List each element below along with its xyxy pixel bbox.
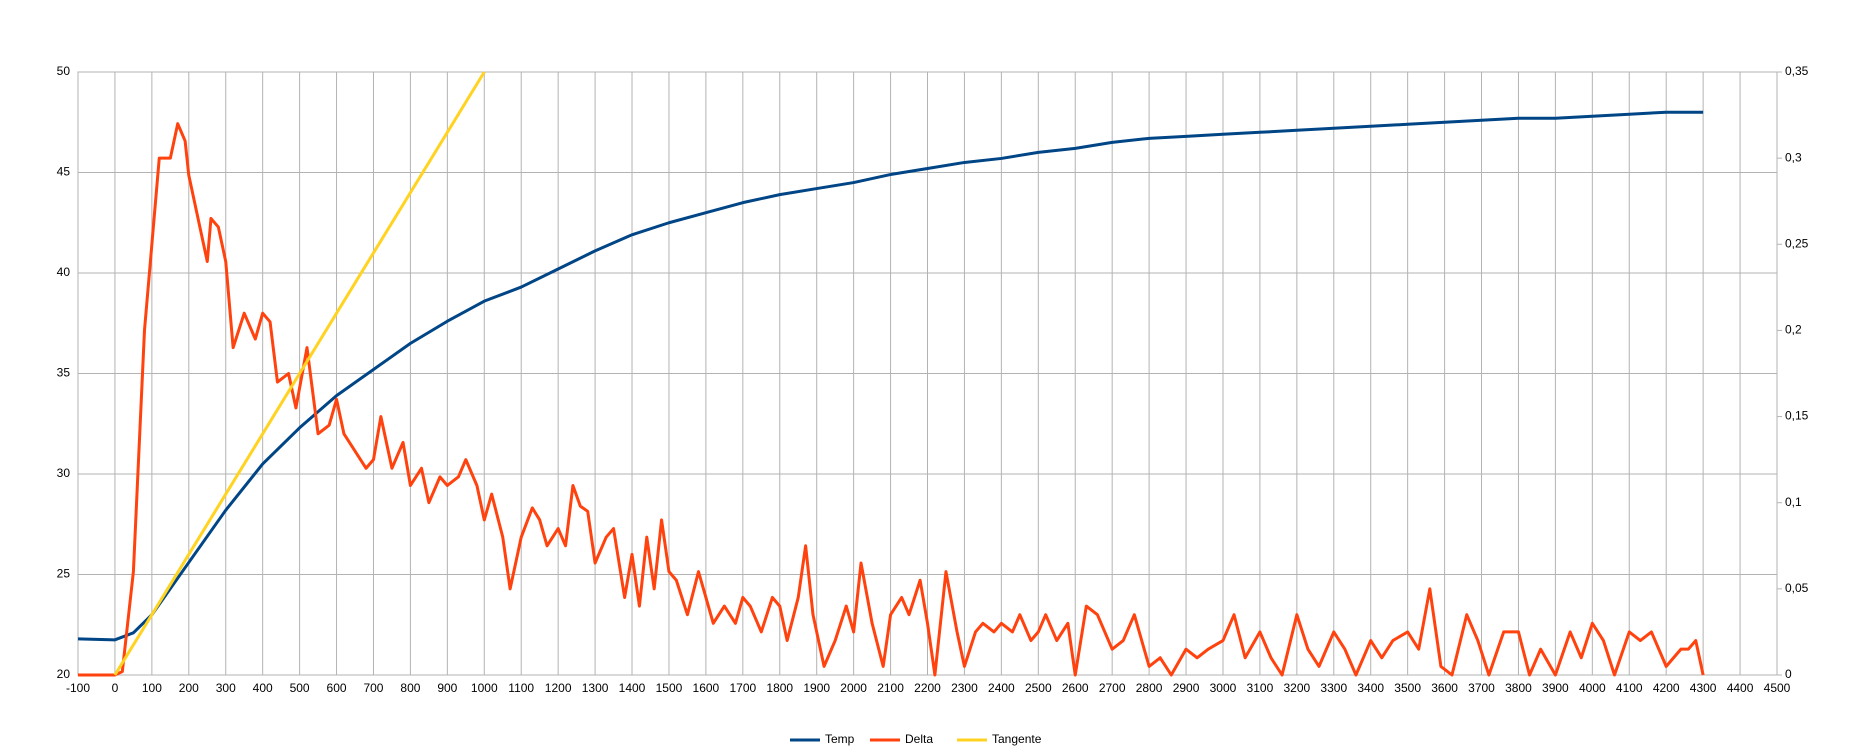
- y2-tick-label: 0,05: [1785, 581, 1809, 595]
- x-tick-label: 2700: [1099, 681, 1126, 695]
- x-tick-label: 1100: [508, 681, 534, 695]
- plot-frame: [77, 71, 1778, 676]
- y2-tick-label: 0,25: [1785, 236, 1809, 250]
- x-tick-label: 3100: [1247, 681, 1274, 695]
- x-tick-label: 200: [179, 681, 199, 695]
- x-tick-label: 4300: [1690, 681, 1717, 695]
- y2-tick-label: 0: [1785, 667, 1792, 681]
- x-tick-label: 100: [142, 681, 162, 695]
- x-tick-label: 2000: [840, 681, 867, 695]
- x-tick-label: 1500: [656, 681, 683, 695]
- x-tick-label: 4000: [1579, 681, 1606, 695]
- y-tick-label: 40: [57, 265, 71, 279]
- legend-label: Delta: [905, 732, 933, 746]
- x-tick-label: 3600: [1431, 681, 1458, 695]
- x-tick-label: 600: [327, 681, 347, 695]
- x-tick-label: 4100: [1616, 681, 1643, 695]
- series-line: [113, 71, 486, 676]
- series-line: [78, 122, 1705, 677]
- y-tick-label: 35: [57, 366, 71, 380]
- x-tick-label: 1000: [471, 681, 498, 695]
- x-tick-label: 1700: [729, 681, 756, 695]
- x-tick-label: 2600: [1062, 681, 1089, 695]
- x-tick-label: 2300: [951, 681, 978, 695]
- x-tick-label: 2100: [877, 681, 904, 695]
- y-tick-label: 50: [57, 64, 71, 78]
- y2-tick-label: 0,2: [1785, 323, 1802, 337]
- x-tick-label: 3200: [1283, 681, 1310, 695]
- x-tick-label: 400: [253, 681, 273, 695]
- y-tick-label: 25: [57, 567, 71, 581]
- x-tick-label: 3500: [1394, 681, 1421, 695]
- x-tick-label: 3900: [1542, 681, 1569, 695]
- legend-label: Temp: [825, 732, 855, 746]
- y2-tick-label: 0,35: [1785, 64, 1809, 78]
- x-tick-label: 3000: [1210, 681, 1237, 695]
- y2-tick-label: 0,3: [1785, 150, 1802, 164]
- x-tick-label: 3800: [1505, 681, 1532, 695]
- legend-label: Tangente: [992, 732, 1042, 746]
- x-tick-label: 800: [400, 681, 420, 695]
- x-tick-label: 1300: [582, 681, 609, 695]
- y-tick-label: 45: [57, 165, 71, 179]
- series-line: [77, 110, 1704, 642]
- y-tick-label: 20: [57, 667, 71, 681]
- x-tick-label: 2200: [914, 681, 941, 695]
- x-tick-label: 700: [363, 681, 383, 695]
- x-tick-label: 3400: [1357, 681, 1384, 695]
- x-tick-label: 500: [290, 681, 310, 695]
- x-tick-label: 3700: [1468, 681, 1495, 695]
- x-tick-label: 0: [112, 681, 119, 695]
- x-tick-label: 1900: [803, 681, 830, 695]
- x-tick-label: 2500: [1025, 681, 1052, 695]
- y2-tick-label: 0,1: [1785, 495, 1802, 509]
- x-tick-label: 1200: [545, 681, 572, 695]
- x-tick-label: 1800: [766, 681, 793, 695]
- x-tick-label: 2900: [1173, 681, 1200, 695]
- x-tick-label: 900: [437, 681, 457, 695]
- x-tick-label: 3300: [1320, 681, 1347, 695]
- x-tick-label: -100: [66, 681, 90, 695]
- x-tick-label: 4200: [1653, 681, 1680, 695]
- y2-tick-label: 0,15: [1785, 409, 1809, 423]
- x-tick-label: 2800: [1136, 681, 1163, 695]
- x-tick-label: 1400: [619, 681, 646, 695]
- x-tick-label: 2400: [988, 681, 1015, 695]
- x-tick-label: 300: [216, 681, 236, 695]
- y-tick-label: 30: [57, 466, 71, 480]
- x-tick-label: 4400: [1727, 681, 1754, 695]
- x-tick-label: 1600: [693, 681, 720, 695]
- x-tick-label: 4500: [1764, 681, 1791, 695]
